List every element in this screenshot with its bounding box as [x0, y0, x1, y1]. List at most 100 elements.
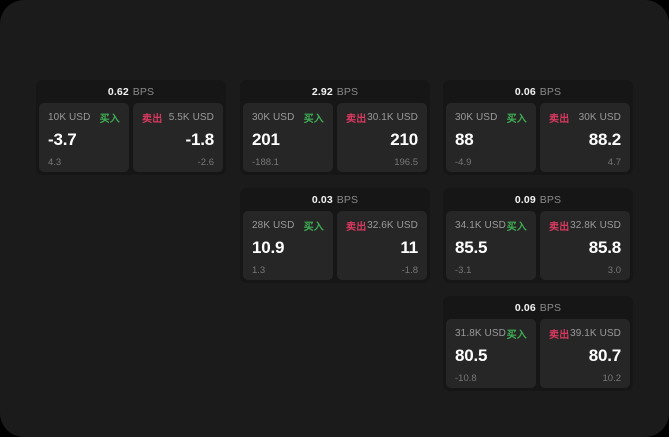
panel-header-row: 卖出 39.1K USD	[549, 327, 621, 341]
sell-tag: 卖出	[346, 222, 367, 233]
card-body: 10K USD 买入 -3.7 4.3 卖出 5.5K USD -1.8 -2.6	[36, 103, 226, 175]
buy-side-panel[interactable]: 30K USD 买入 88 -4.9	[446, 103, 536, 172]
card-bps-header: 0.09 BPS	[443, 188, 633, 211]
buy-delta-value: -10.8	[455, 373, 477, 384]
buy-side-panel[interactable]: 31.8K USD 买入 80.5 -10.8	[446, 319, 536, 388]
buy-delta-value: -4.9	[455, 157, 472, 168]
quote-card[interactable]: 0.06 BPS 31.8K USD 买入 80.5 -10.8 卖出 39.1K USD 80…	[443, 296, 633, 391]
buy-tag: 买入	[506, 330, 527, 341]
buy-price-value: 85.5	[455, 238, 488, 257]
quote-column-1: 0.62 BPS 10K USD 买入 -3.7 4.3 卖出 5.5K USD -1.8 -2.…	[36, 80, 226, 175]
buy-side-panel[interactable]: 34.1K USD 买入 85.5 -3.1	[446, 211, 536, 280]
buy-delta-value: 4.3	[48, 157, 62, 168]
quote-card[interactable]: 0.03 BPS 28K USD 买入 10.9 1.3 卖出 32.6K USD 11 -1.8	[240, 188, 430, 283]
buy-delta-value: 1.3	[252, 265, 266, 276]
buy-side-panel[interactable]: 30K USD 买入 201 -188.1	[243, 103, 333, 172]
buy-size-label: 10K USD	[48, 112, 91, 123]
panel-header-row: 10K USD 买入	[48, 111, 120, 125]
bps-value: 0.09	[514, 193, 536, 206]
bps-unit-label: BPS	[336, 85, 359, 98]
sell-size-label: 30K USD	[578, 112, 621, 123]
sell-price-value: 80.7	[588, 346, 621, 365]
bps-unit-label: BPS	[132, 85, 155, 98]
buy-side-panel[interactable]: 28K USD 买入 10.9 1.3	[243, 211, 333, 280]
sell-side-panel[interactable]: 卖出 30K USD 88.2 4.7	[540, 103, 630, 172]
panel-header-row: 卖出 5.5K USD	[142, 111, 214, 125]
sell-size-label: 32.6K USD	[367, 220, 418, 231]
card-body: 30K USD 买入 201 -188.1 卖出 30.1K USD 210 196.5	[240, 103, 430, 175]
buy-size-label: 28K USD	[252, 220, 295, 231]
sell-price-value: -1.8	[185, 130, 215, 149]
panel-header-row: 31.8K USD 买入	[455, 327, 527, 341]
quote-card[interactable]: 0.06 BPS 30K USD 买入 88 -4.9 卖出 30K USD 88.2 4.7	[443, 80, 633, 175]
sell-side-panel[interactable]: 卖出 5.5K USD -1.8 -2.6	[133, 103, 223, 172]
buy-tag: 买入	[303, 222, 324, 233]
quote-column-3: 0.06 BPS 30K USD 买入 88 -4.9 卖出 30K USD 88.2 4.7 0.…	[443, 80, 633, 391]
buy-side-panel[interactable]: 10K USD 买入 -3.7 4.3	[39, 103, 129, 172]
buy-delta-value: -3.1	[455, 265, 472, 276]
sell-size-label: 30.1K USD	[367, 112, 418, 123]
buy-size-label: 34.1K USD	[455, 220, 506, 231]
buy-price-value: 10.9	[252, 238, 285, 257]
card-body: 30K USD 买入 88 -4.9 卖出 30K USD 88.2 4.7	[443, 103, 633, 175]
card-body: 28K USD 买入 10.9 1.3 卖出 32.6K USD 11 -1.8	[240, 211, 430, 283]
sell-tag: 卖出	[142, 114, 163, 125]
panel-header-row: 卖出 32.8K USD	[549, 219, 621, 233]
card-bps-header: 0.62 BPS	[36, 80, 226, 103]
sell-side-panel[interactable]: 卖出 32.8K USD 85.8 3.0	[540, 211, 630, 280]
sell-delta-value: 10.2	[602, 373, 622, 384]
panel-header-row: 28K USD 买入	[252, 219, 324, 233]
card-body: 34.1K USD 买入 85.5 -3.1 卖出 32.8K USD 85.8 3.0	[443, 211, 633, 283]
buy-size-label: 30K USD	[252, 112, 295, 123]
sell-side-panel[interactable]: 卖出 39.1K USD 80.7 10.2	[540, 319, 630, 388]
bps-unit-label: BPS	[539, 193, 562, 206]
quote-card[interactable]: 0.62 BPS 10K USD 买入 -3.7 4.3 卖出 5.5K USD -1.8 -2.…	[36, 80, 226, 175]
panel-header-row: 30K USD 买入	[455, 111, 527, 125]
buy-price-value: 201	[252, 130, 280, 149]
panel-header-row: 卖出 30K USD	[549, 111, 621, 125]
card-bps-header: 0.03 BPS	[240, 188, 430, 211]
sell-delta-value: 196.5	[394, 157, 418, 168]
sell-side-panel[interactable]: 卖出 32.6K USD 11 -1.8	[337, 211, 427, 280]
panel-header-row: 34.1K USD 买入	[455, 219, 527, 233]
sell-tag: 卖出	[549, 222, 570, 233]
quote-card[interactable]: 2.92 BPS 30K USD 买入 201 -188.1 卖出 30.1K USD 210 1…	[240, 80, 430, 175]
sell-price-value: 210	[390, 130, 418, 149]
buy-tag: 买入	[506, 222, 527, 233]
bps-value: 0.03	[311, 193, 333, 206]
card-bps-header: 0.06 BPS	[443, 296, 633, 319]
sell-size-label: 32.8K USD	[570, 220, 621, 231]
sell-price-value: 11	[400, 238, 418, 257]
panel-header-row: 30K USD 买入	[252, 111, 324, 125]
bps-value: 0.06	[514, 85, 536, 98]
bps-unit-label: BPS	[539, 301, 562, 314]
buy-tag: 买入	[303, 114, 324, 125]
sell-size-label: 5.5K USD	[168, 112, 214, 123]
sell-tag: 卖出	[346, 114, 367, 125]
buy-size-label: 30K USD	[455, 112, 498, 123]
buy-size-label: 31.8K USD	[455, 328, 506, 339]
bps-value: 0.62	[107, 85, 129, 98]
panel-header-row: 卖出 30.1K USD	[346, 111, 418, 125]
buy-price-value: -3.7	[48, 130, 77, 149]
quote-card[interactable]: 0.09 BPS 34.1K USD 买入 85.5 -3.1 卖出 32.8K USD 85.…	[443, 188, 633, 283]
bps-value: 2.92	[311, 85, 333, 98]
sell-size-label: 39.1K USD	[570, 328, 621, 339]
buy-price-value: 80.5	[455, 346, 488, 365]
sell-delta-value: 3.0	[607, 265, 621, 276]
sell-delta-value: -2.6	[197, 157, 214, 168]
buy-tag: 买入	[506, 114, 527, 125]
sell-price-value: 85.8	[588, 238, 621, 257]
bps-unit-label: BPS	[336, 193, 359, 206]
card-body: 31.8K USD 买入 80.5 -10.8 卖出 39.1K USD 80.7 10.2	[443, 319, 633, 391]
buy-tag: 买入	[99, 114, 120, 125]
quote-column-2: 2.92 BPS 30K USD 买入 201 -188.1 卖出 30.1K USD 210 1…	[240, 80, 430, 283]
sell-price-value: 88.2	[588, 130, 621, 149]
panel-header-row: 卖出 32.6K USD	[346, 219, 418, 233]
sell-side-panel[interactable]: 卖出 30.1K USD 210 196.5	[337, 103, 427, 172]
buy-price-value: 88	[455, 130, 474, 149]
bps-unit-label: BPS	[539, 85, 562, 98]
sell-tag: 卖出	[549, 114, 570, 125]
